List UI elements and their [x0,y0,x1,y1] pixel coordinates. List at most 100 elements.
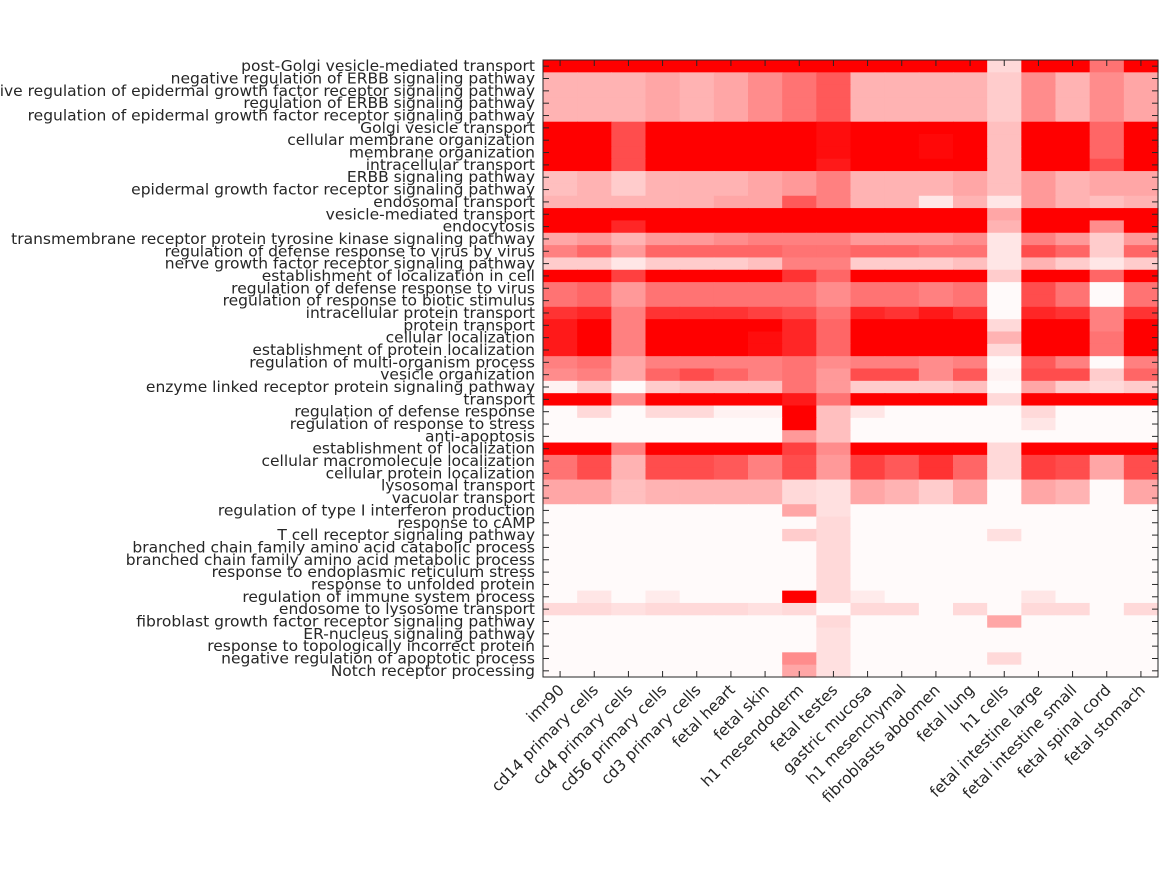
heatmap-cell [713,158,749,172]
heatmap-cell [645,220,681,234]
heatmap-cell [884,442,920,456]
heatmap-cell [987,430,1022,444]
heatmap-cell [816,195,852,209]
heatmap-cell [1055,467,1091,481]
heatmap-cell [577,183,612,197]
heatmap-cell [713,454,749,468]
heatmap-cell [987,269,1022,283]
heatmap-cell [1123,590,1159,604]
heatmap-cell [1055,602,1091,616]
heatmap-cell [884,356,920,370]
heatmap-cell [987,171,1022,184]
heatmap-cell [987,442,1022,456]
heatmap-cell [1123,282,1159,296]
heatmap-cell [577,380,612,394]
heatmap-cell [1123,72,1159,86]
heatmap-cell [884,158,920,172]
heatmap-cell [918,343,954,357]
heatmap-cell [953,565,988,579]
heatmap-cell [1123,380,1159,394]
heatmap-cell [918,331,954,345]
heatmap-cell [543,541,578,555]
heatmap-cell [850,220,886,234]
heatmap-cell [782,109,817,123]
heatmap-cell [679,652,715,666]
heatmap-cell [1123,491,1159,505]
heatmap-cell [1089,109,1125,123]
heatmap-cell [884,60,920,73]
row-label: fibroblast growth factor receptor signal… [136,612,535,630]
heatmap-cell [748,528,783,542]
heatmap-cell [1021,343,1057,357]
heatmap-cell [611,146,647,160]
heatmap-cell [953,208,988,222]
heatmap-cell [543,417,578,431]
heatmap-cell [1123,602,1159,616]
heatmap-cell [816,430,852,444]
heatmap-cell [645,467,681,481]
heatmap-cell [748,639,783,653]
heatmap-cell [953,380,988,394]
heatmap-cell [713,97,749,110]
heatmap-cell [987,504,1022,518]
heatmap-cell [1021,294,1057,308]
heatmap-cell [918,84,954,98]
row-label: regulation of ERBB signaling pathway [243,94,535,112]
heatmap-cell [816,319,852,333]
heatmap-cell [1089,282,1125,296]
heatmap-cell [918,639,954,653]
heatmap-cell [884,331,920,345]
heatmap-cell [611,615,647,629]
heatmap-cell [679,171,715,184]
row-label: anti-apoptosis [425,427,535,445]
row-label: response to unfolded protein [311,575,535,593]
heatmap-cell [884,454,920,468]
heatmap-cell [679,257,715,271]
heatmap-cell [850,565,886,579]
heatmap-cell [850,269,886,283]
heatmap-cell [543,306,578,320]
heatmap-cell [850,60,886,73]
heatmap-cell [884,553,920,567]
row-label: cellular macromolecule localization [261,452,535,470]
row-label: regulation of type I interferon producti… [218,501,535,519]
heatmap-cell [645,269,681,283]
heatmap-cell [713,331,749,345]
heatmap-cell [1055,306,1091,320]
heatmap-cell [577,84,612,98]
heatmap-cell [953,232,988,246]
heatmap-cell [1123,232,1159,246]
heatmap-cell [782,516,817,530]
heatmap-cell [1055,639,1091,653]
heatmap-cell [918,134,954,147]
heatmap-cell [1123,306,1159,320]
row-label: establishment of localization in cell [262,267,535,285]
row-label: regulation of multi-organism process [249,353,535,371]
heatmap-cell [611,504,647,518]
heatmap-cell [987,84,1022,98]
heatmap-cell [1089,442,1125,456]
heatmap-cell [611,578,647,592]
heatmap-cell [918,245,954,259]
heatmap-cell [1021,528,1057,542]
heatmap-cell [1123,60,1159,73]
heatmap-cell [679,294,715,308]
heatmap-cell [1055,220,1091,234]
heatmap-cell [850,146,886,160]
heatmap-cell [850,171,886,184]
row-label: establishment of localization [312,440,535,458]
heatmap-cell [782,639,817,653]
heatmap-cell [748,380,783,394]
heatmap-cell [953,294,988,308]
heatmap-cell [816,368,852,382]
heatmap-cell [884,491,920,505]
heatmap-cell [645,195,681,209]
heatmap-cell [713,430,749,444]
heatmap-cell [1089,269,1125,283]
row-label: Notch receptor processing [331,662,535,680]
heatmap-cell [884,208,920,222]
heatmap-cell [679,84,715,98]
heatmap-cell [645,590,681,604]
heatmap-cell [782,652,817,666]
heatmap-cell [645,146,681,160]
